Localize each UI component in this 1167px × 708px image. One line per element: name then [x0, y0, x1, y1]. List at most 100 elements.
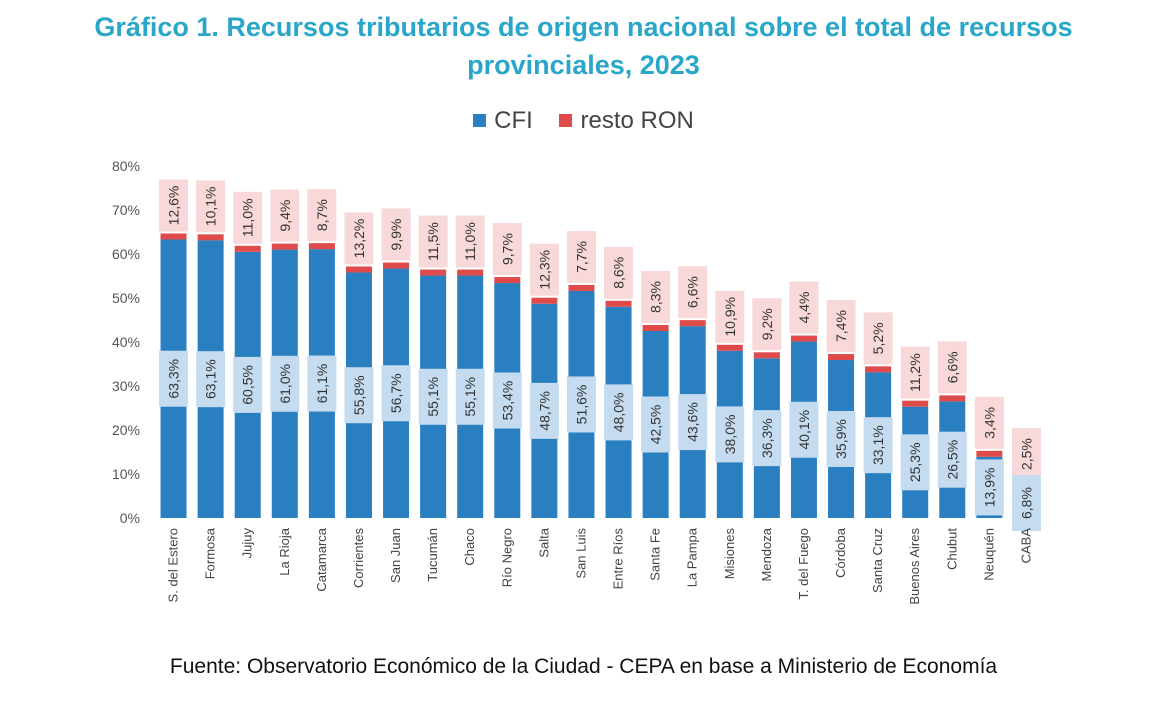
data-label-resto-ron: 7,4% — [833, 310, 849, 342]
label-bg-cfi — [604, 384, 634, 441]
bar-resto-ron — [902, 400, 929, 407]
label-bg-resto-ron — [974, 396, 1004, 449]
x-tick-label: Misiones — [722, 528, 737, 580]
x-tick-label: Chaco — [462, 528, 477, 566]
data-label-cfi: 33,1% — [870, 425, 886, 465]
data-label-resto-ron: 7,7% — [573, 241, 589, 273]
label-bg-resto-ron — [826, 300, 856, 353]
data-label-resto-ron: 6,6% — [944, 351, 960, 383]
bar-resto-ron — [605, 300, 632, 307]
data-label-cfi: 38,0% — [722, 415, 738, 455]
data-label-resto-ron: 2,5% — [1018, 438, 1034, 470]
data-label-resto-ron: 6,6% — [685, 276, 701, 308]
x-tick-label: Córdoba — [833, 527, 848, 578]
bar-resto-ron — [568, 284, 595, 291]
bar-resto-ron — [160, 233, 187, 240]
data-label-cfi: 13,9% — [981, 468, 997, 508]
label-bg-resto-ron — [604, 246, 634, 299]
label-bg-resto-ron — [344, 212, 374, 265]
data-label-cfi: 35,9% — [833, 419, 849, 459]
chart-legend: CFI resto RON — [0, 106, 1167, 135]
bar-resto-ron — [679, 320, 706, 327]
label-bg-resto-ron — [529, 243, 559, 296]
bar-resto-ron — [828, 354, 855, 361]
label-bg-resto-ron — [566, 230, 596, 283]
data-label-cfi: 48,0% — [611, 393, 627, 433]
data-label-resto-ron: 4,4% — [796, 292, 812, 324]
label-bg-cfi — [492, 372, 522, 429]
x-tick-label: San Luis — [573, 528, 588, 579]
label-bg-cfi — [789, 401, 819, 458]
bar-resto-ron — [642, 325, 669, 331]
x-tick-label: Santa Fe — [648, 528, 663, 581]
legend-swatch-resto-ron — [559, 114, 573, 127]
label-bg-resto-ron — [233, 191, 263, 244]
y-tick-label: 10% — [112, 466, 140, 482]
label-bg-cfi — [937, 431, 967, 488]
y-tick-label: 0% — [120, 510, 140, 526]
bar-resto-ron — [457, 269, 484, 276]
bar-resto-ron — [790, 335, 817, 342]
data-label-cfi: 61,0% — [277, 364, 293, 404]
label-bg-cfi — [678, 394, 708, 451]
label-bg-resto-ron — [678, 266, 708, 319]
data-label-resto-ron: 9,9% — [388, 219, 404, 251]
data-label-cfi: 55,1% — [425, 377, 441, 417]
label-bg-cfi — [233, 356, 263, 413]
bar-resto-ron — [716, 344, 743, 351]
data-label-resto-ron: 12,3% — [536, 250, 552, 290]
data-label-resto-ron: 9,7% — [499, 233, 515, 265]
bar-resto-ron — [531, 297, 558, 304]
chart-title-line2: provinciales, 2023 — [467, 50, 700, 80]
legend-swatch-cfi — [473, 114, 487, 127]
bar-resto-ron — [976, 450, 1003, 457]
label-bg-cfi — [307, 355, 337, 412]
data-label-cfi: 55,1% — [462, 377, 478, 417]
label-bg-resto-ron — [641, 271, 671, 323]
bar-resto-ron — [271, 243, 298, 250]
x-tick-label: Mendoza — [759, 527, 774, 581]
x-tick-label: Santa Cruz — [870, 528, 885, 593]
data-label-resto-ron: 13,2% — [351, 219, 367, 259]
data-label-cfi: 55,8% — [351, 375, 367, 415]
label-bg-cfi — [196, 351, 226, 408]
data-label-cfi: 63,3% — [166, 359, 182, 399]
data-label-resto-ron: 9,4% — [277, 200, 293, 232]
y-tick-label: 80% — [112, 158, 140, 174]
data-label-cfi: 26,5% — [944, 440, 960, 480]
bar-resto-ron — [753, 352, 780, 359]
label-bg-resto-ron — [159, 179, 189, 232]
label-bg-cfi — [159, 350, 189, 407]
data-label-cfi: 40,1% — [796, 410, 812, 450]
label-bg-cfi — [381, 365, 411, 422]
y-tick-label: 50% — [112, 290, 140, 306]
label-bg-cfi — [863, 417, 893, 474]
x-tick-label: Buenos Aires — [907, 528, 922, 605]
y-tick-label: 60% — [112, 246, 140, 262]
label-bg-cfi — [455, 368, 485, 425]
label-bg-cfi — [715, 406, 745, 463]
y-tick-label: 70% — [112, 202, 140, 218]
chart-title: Gráfico 1. Recursos tributarios de orige… — [0, 8, 1167, 84]
label-bg-cfi — [752, 410, 782, 467]
data-label-cfi: 43,6% — [685, 402, 701, 442]
bar-resto-ron — [494, 277, 521, 284]
x-tick-label: La Rioja — [277, 527, 292, 575]
data-label-resto-ron: 12,6% — [166, 186, 182, 226]
label-bg-resto-ron — [752, 298, 782, 351]
label-bg-cfi — [566, 376, 596, 433]
legend-label-resto-ron: resto RON — [580, 106, 694, 134]
data-label-cfi: 60,5% — [240, 365, 256, 405]
x-tick-label: Corrientes — [351, 528, 366, 588]
label-bg-cfi — [826, 411, 856, 468]
data-label-resto-ron: 11,2% — [907, 353, 923, 392]
data-label-cfi: 36,3% — [759, 418, 775, 458]
y-tick-label: 20% — [112, 422, 140, 438]
chart-title-line1: Gráfico 1. Recursos tributarios de orige… — [94, 12, 1073, 42]
stacked-bar-chart: 0% 10% 20% 30% 40% 50% 60% 70% 80% 12,6% 63,3% S. d… — [112, 158, 1041, 605]
label-bg-resto-ron — [492, 223, 522, 276]
x-tick-label: Catamarca — [314, 527, 329, 591]
label-bg-cfi — [641, 396, 671, 453]
data-label-cfi: 25,3% — [907, 442, 923, 482]
bar-resto-ron — [234, 245, 261, 252]
